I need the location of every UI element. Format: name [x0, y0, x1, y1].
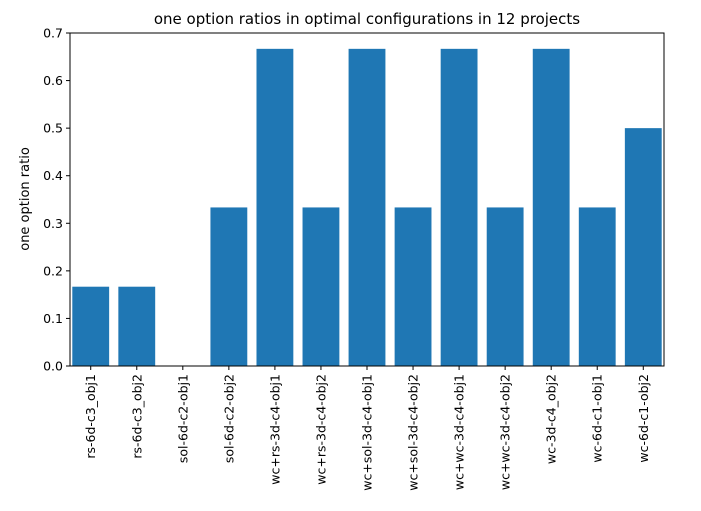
y-tick-label: 0.2	[43, 263, 63, 278]
x-tick-label: wc+sol-3d-c4-obj2	[406, 374, 421, 491]
x-tick-label: rs-6d-c3_obj2	[129, 374, 144, 459]
y-tick-label: 0.1	[43, 311, 63, 326]
x-tick-label: wc+rs-3d-c4-obj1	[267, 374, 282, 485]
bar-wc+wc-3d-c4-obj1	[440, 48, 478, 367]
plot-frame	[69, 32, 665, 367]
bar-rs-6d-c3_obj2	[118, 286, 156, 366]
x-tick-label: wc+rs-3d-c4-obj2	[313, 374, 328, 485]
x-tick-label: wc-6d-c1-obj2	[636, 374, 651, 463]
x-tick-label: wc+wc-3d-c4-obj2	[498, 374, 513, 490]
y-tick-label: 0.6	[43, 73, 63, 88]
y-axis: 0.0 0.1 0.2 0.3 0.4 0.5 0.6 0.7	[43, 26, 70, 374]
x-tick-label: wc+sol-3d-c4-obj1	[360, 374, 375, 491]
bar-wc-6d-c1-obj1	[578, 207, 616, 366]
x-tick-label: rs-6d-c3_obj1	[83, 374, 98, 459]
y-tick-label: 0.7	[43, 26, 63, 41]
bar-wc+sol-3d-c4-obj1	[348, 48, 386, 367]
bar-rs-6d-c3_obj1	[72, 286, 110, 366]
bar-wc-3d-c4_obj2	[532, 48, 570, 367]
x-tick-label: wc+wc-3d-c4-obj1	[452, 374, 467, 490]
bar-sol-6d-c2-obj2	[210, 207, 248, 366]
chart-title: one option ratios in optimal configurati…	[154, 10, 580, 28]
bar-wc+sol-3d-c4-obj2	[394, 207, 432, 366]
y-tick-label: 0.4	[43, 168, 63, 183]
x-tick-label: wc-3d-c4_obj2	[544, 374, 559, 464]
x-tick-label: wc-6d-c1-obj1	[590, 374, 605, 463]
y-tick-label: 0.5	[43, 121, 63, 136]
x-tick-label: sol-6d-c2-obj2	[221, 374, 236, 463]
y-tick-label: 0.0	[43, 359, 63, 374]
bar-wc+wc-3d-c4-obj2	[486, 207, 524, 366]
x-tick-label: sol-6d-c2-obj1	[175, 374, 190, 463]
bar-wc+rs-3d-c4-obj1	[256, 48, 294, 367]
bar-wc-6d-c1-obj2	[624, 128, 662, 366]
bar-wc+rs-3d-c4-obj2	[302, 207, 340, 366]
x-axis: rs-6d-c3_obj1 rs-6d-c3_obj2 sol-6d-c2-obj1…	[83, 366, 651, 491]
bars-group	[72, 48, 662, 367]
y-tick-label: 0.3	[43, 216, 63, 231]
y-axis-label: one option ratio	[18, 147, 33, 251]
